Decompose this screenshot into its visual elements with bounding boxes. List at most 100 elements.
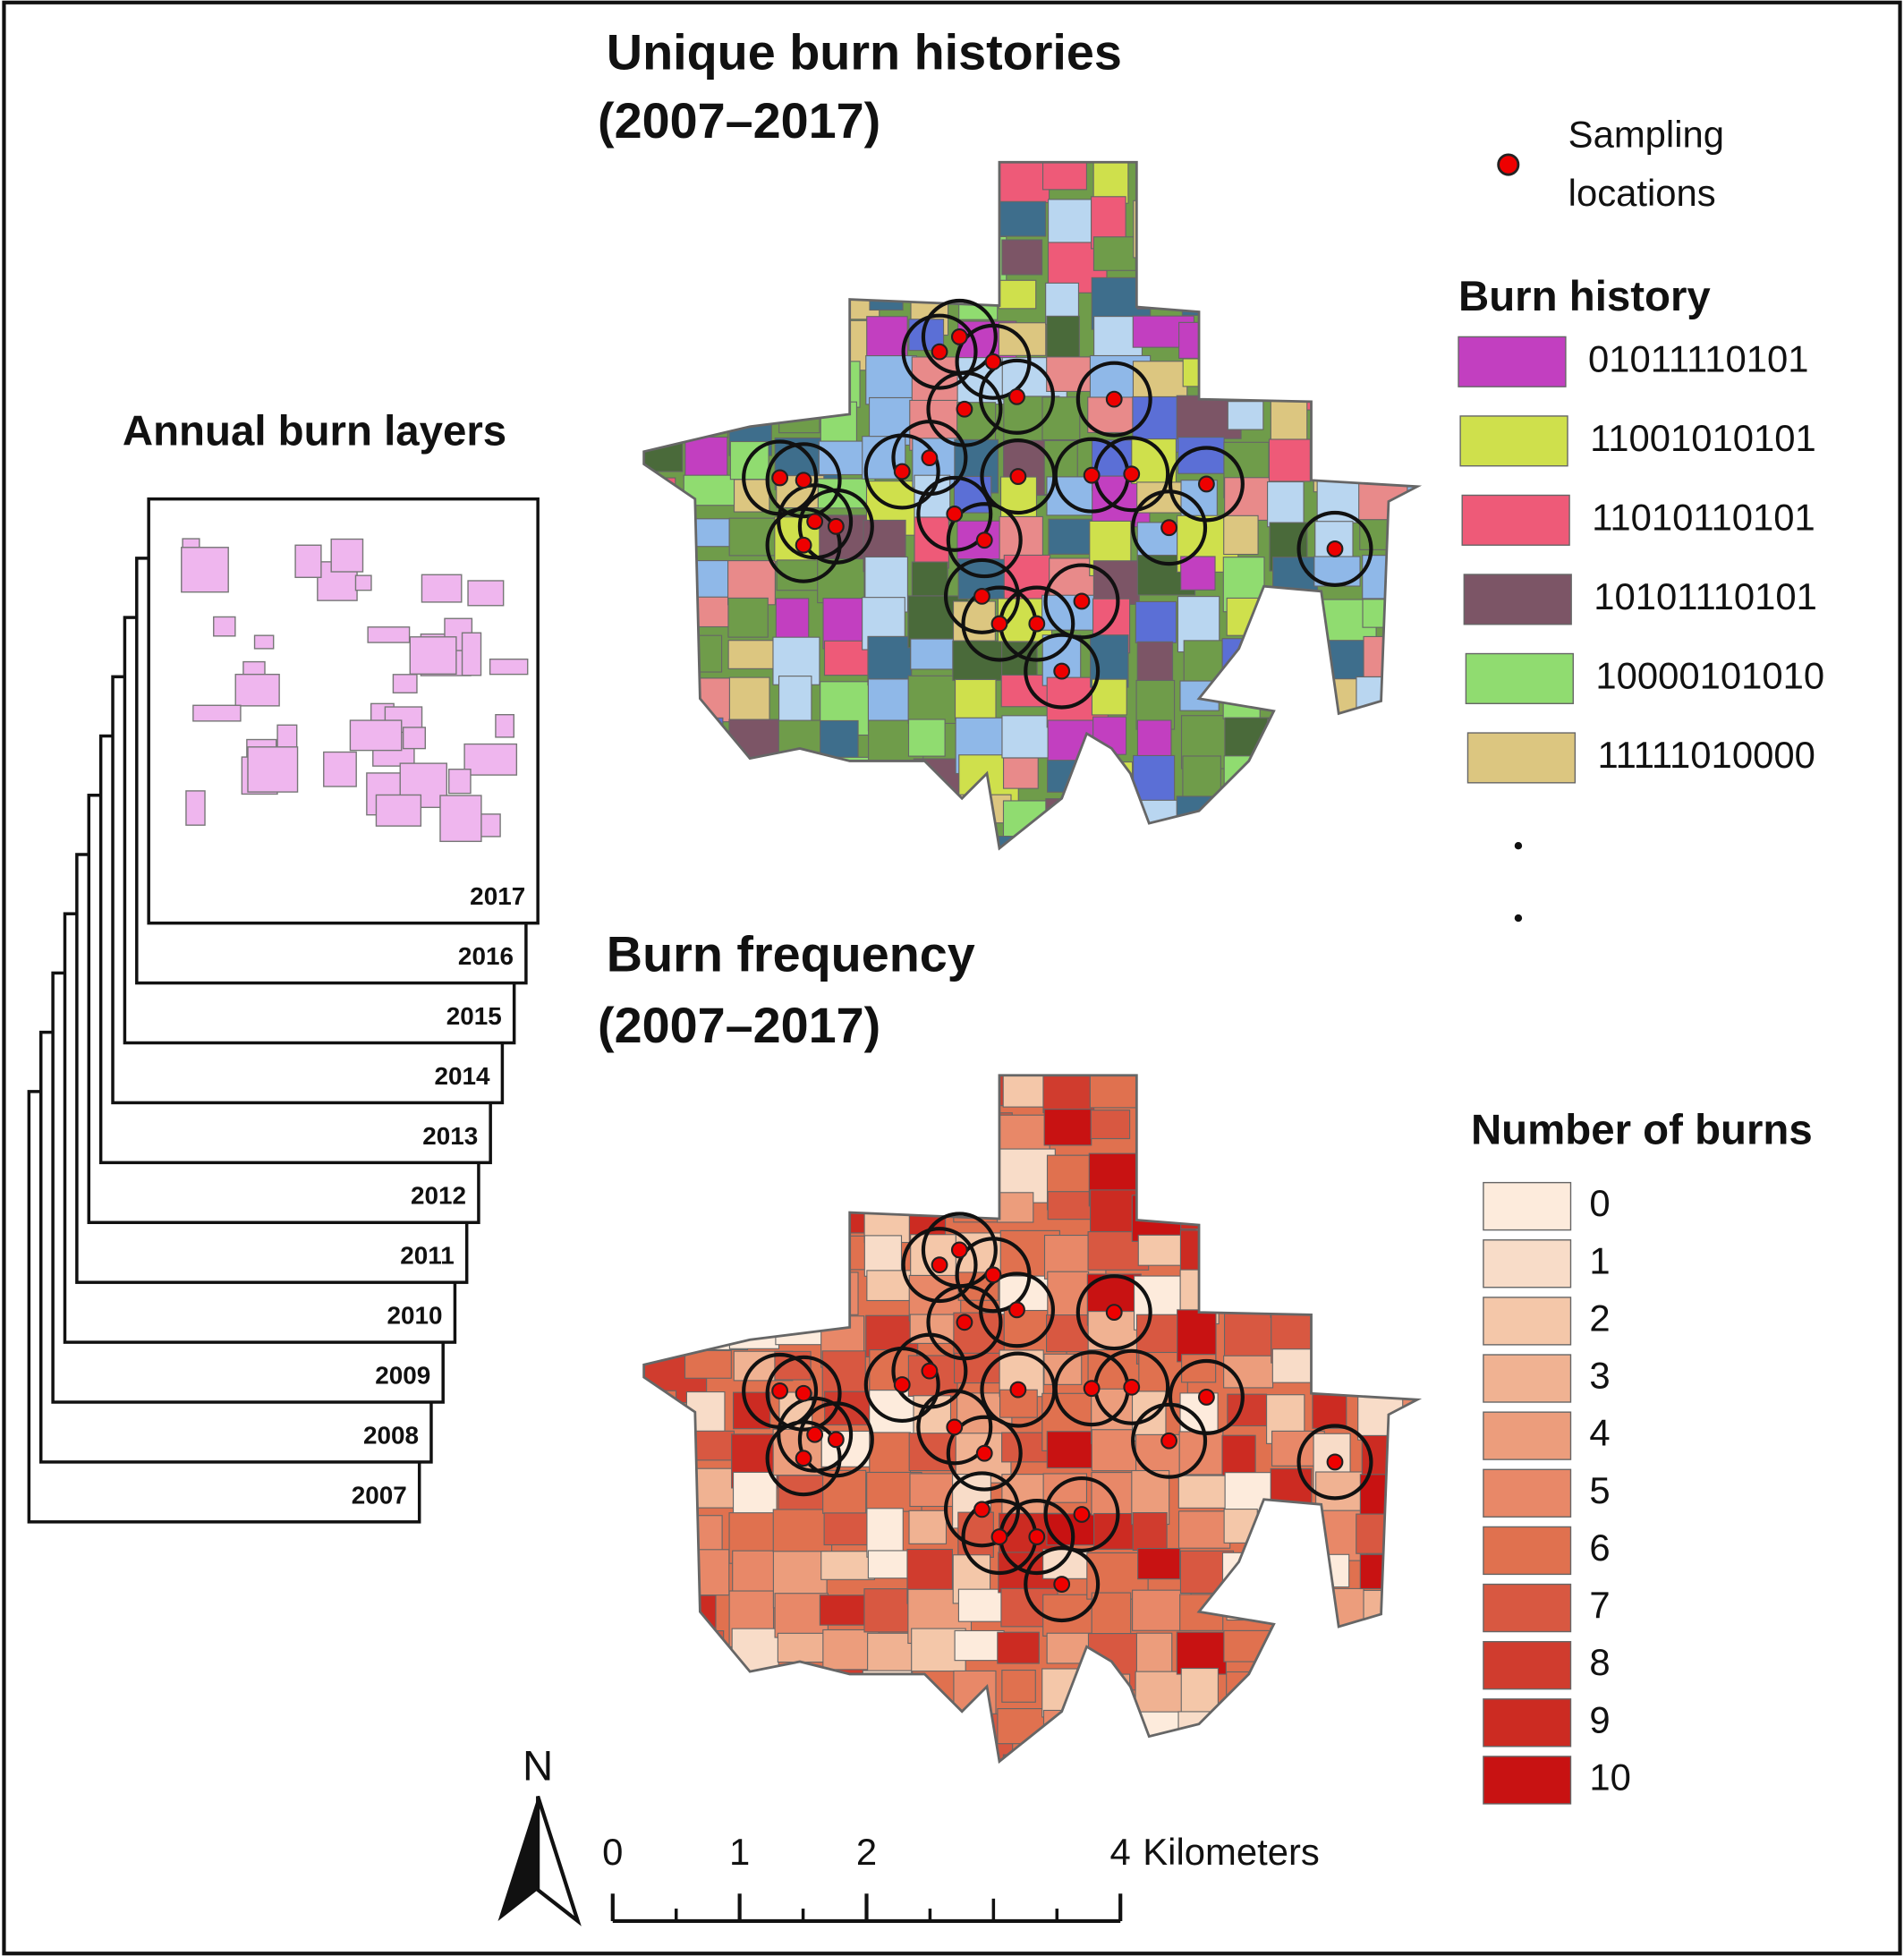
legend-label: 5 (1589, 1469, 1610, 1511)
scale-label: 0 (602, 1831, 623, 1873)
burn-patch (253, 634, 275, 650)
sample-point (1326, 540, 1344, 557)
sample-buffer (765, 1355, 842, 1432)
burn-patch (276, 724, 298, 750)
legend-swatch (1483, 1640, 1572, 1690)
legend-swatch (1463, 574, 1572, 625)
legend-label: 11001010101 (1590, 417, 1816, 459)
map-patch (1267, 480, 1305, 528)
sample-point (1123, 465, 1141, 483)
legend-label: 10000101010 (1595, 654, 1824, 696)
sample-buffer (1075, 1274, 1152, 1351)
map-patch (910, 1234, 958, 1280)
sample-buffer (1075, 361, 1152, 438)
burn-patch (367, 626, 411, 643)
sample-point (1008, 387, 1025, 405)
sample-buffer (1168, 446, 1245, 523)
map-patch (1137, 1547, 1181, 1580)
map-patch (1091, 1592, 1132, 1636)
layer-year: 2013 (422, 1122, 478, 1150)
map-patch (1221, 1434, 1256, 1476)
legend-label: 10 (1589, 1756, 1631, 1798)
sample-buffer (901, 1227, 978, 1304)
map-patch (865, 355, 918, 405)
map-patch (1092, 236, 1136, 271)
sample-point (1073, 592, 1091, 610)
map-outline (642, 160, 1423, 851)
legend-label: 3 (1589, 1355, 1610, 1397)
map-patch (1268, 438, 1311, 482)
burn-patch (330, 538, 364, 573)
sample-point (921, 449, 939, 467)
sample-point (921, 1362, 939, 1380)
legend-swatch (1483, 1468, 1572, 1518)
title-unique-years: (2007–2017) (598, 93, 880, 149)
burn-patch (392, 674, 418, 693)
burn-patch (213, 616, 236, 637)
burn-patch (375, 794, 422, 827)
title-frequency-years: (2007–2017) (598, 998, 880, 1053)
sample-buffer (891, 1332, 968, 1409)
legend-label: 7 (1589, 1584, 1610, 1626)
legend-swatch (1483, 1239, 1572, 1288)
sample-point (1326, 1453, 1344, 1471)
map-patch (907, 719, 946, 757)
map-patch (997, 1192, 1034, 1223)
sample-point (893, 463, 911, 480)
sample-buffer (946, 502, 1023, 579)
sample-point (771, 1382, 789, 1399)
layer-year: 2015 (446, 1002, 502, 1030)
map-patch (1042, 1075, 1095, 1113)
legend-swatch (1461, 494, 1570, 546)
burn-patch (489, 659, 529, 676)
legend-label: 10101110101 (1594, 575, 1817, 617)
map-patch (954, 1629, 1005, 1662)
map-patch (866, 316, 908, 359)
map-patch (1042, 1548, 1089, 1579)
sample-point (1105, 390, 1123, 408)
layer-year: 2010 (387, 1302, 442, 1330)
map-patch (777, 1632, 831, 1663)
scale-bar: 0 1 2 4 Kilometers (602, 1831, 1320, 1924)
sample-point (893, 1376, 911, 1393)
legend-swatch (1465, 652, 1574, 704)
map-patch (820, 1551, 875, 1580)
map-patch (911, 561, 948, 597)
legend-label: 2 (1589, 1297, 1610, 1339)
map-patch (684, 1349, 732, 1379)
burn-patch (354, 574, 372, 591)
map-patch (1091, 678, 1127, 716)
layer-year: 2011 (400, 1242, 454, 1270)
map-patch (1177, 1309, 1217, 1363)
map-patch (997, 200, 1047, 237)
sample-buffer (978, 1271, 1056, 1348)
sample-point (795, 1384, 812, 1402)
burn-patch (448, 769, 472, 795)
map-patch (728, 676, 770, 727)
sample-point (795, 1450, 812, 1467)
legend-swatch (1483, 1698, 1572, 1748)
sample-point (1083, 1380, 1101, 1398)
map-patch (908, 1510, 948, 1544)
map-patch (733, 479, 770, 513)
map-patch (732, 1471, 778, 1516)
sample-point (956, 1314, 973, 1331)
burn-patch (294, 544, 322, 578)
map-patch (1227, 401, 1264, 430)
burn-patch (185, 790, 206, 826)
sample-buffer (1024, 1546, 1101, 1623)
layer-year: 2009 (375, 1361, 430, 1389)
sample-point (950, 1241, 968, 1259)
sample-buffer (1043, 1476, 1120, 1552)
sample-point (1028, 1528, 1046, 1545)
sample-point (1197, 1389, 1215, 1406)
sample-point (1053, 662, 1071, 680)
map-patch (774, 1593, 829, 1638)
sample-point (990, 615, 1008, 633)
map-patch (1001, 1670, 1036, 1703)
sample-point (946, 1418, 964, 1436)
burn-patch (461, 632, 482, 676)
map-patch (1270, 398, 1308, 441)
sample-buffer (943, 557, 1020, 634)
sample-point (827, 1431, 845, 1449)
